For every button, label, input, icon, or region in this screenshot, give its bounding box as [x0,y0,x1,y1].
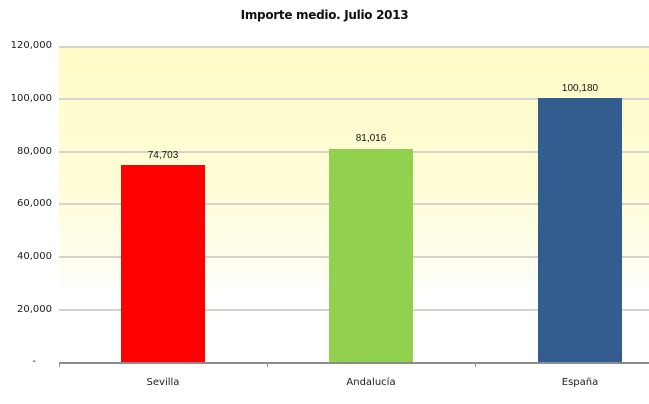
y-tick-label: 80,000 [17,146,52,157]
bar-value-label: 100,180 [561,83,599,94]
gridline-100000 [59,98,649,100]
x-category-label: Sevilla [146,377,180,388]
x-axis-tick [267,362,268,367]
y-tick-label: 60,000 [17,198,52,209]
bar-espana [538,98,622,362]
bar-andalucia [329,149,413,362]
bar-sevilla [121,165,205,362]
x-axis-tick [475,362,476,367]
bar-value-label: 74,703 [147,150,179,161]
y-tick-label: 40,000 [17,251,52,262]
x-category-label: Andalucía [346,377,396,388]
chart-title: Importe medio. Julio 2013 [240,8,409,22]
bar-value-label: 81,016 [355,133,387,144]
y-tick-label: 100,000 [10,93,52,104]
y-tick-label: 120,000 [10,40,52,51]
gridline-120000 [59,46,649,48]
x-category-label: España [561,377,599,388]
y-tick-label: - [32,356,36,367]
x-axis-line [59,362,649,364]
y-tick-label: 20,000 [17,304,52,315]
x-axis-tick [59,362,60,367]
